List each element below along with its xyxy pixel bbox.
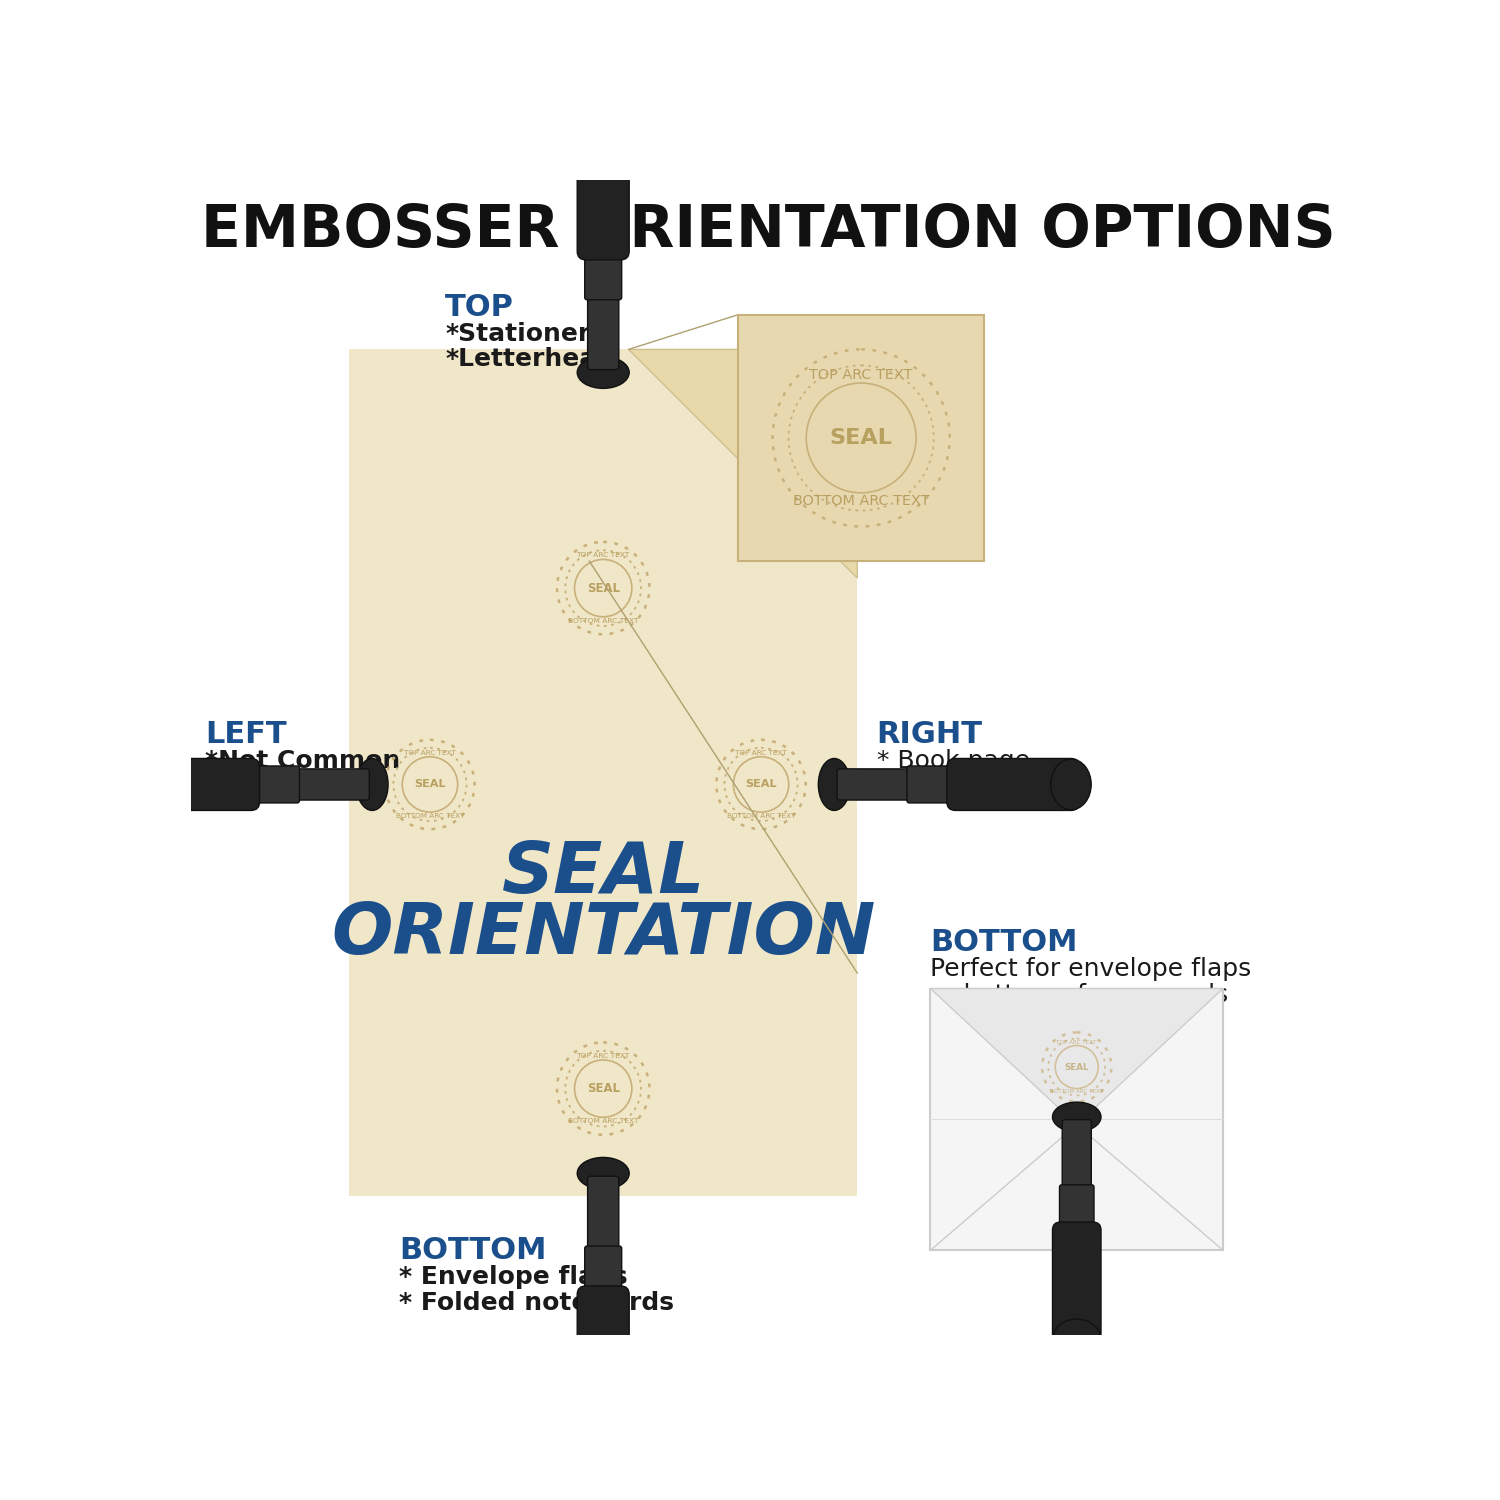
Text: TOP ARC TEXT: TOP ARC TEXT <box>576 552 630 558</box>
FancyBboxPatch shape <box>585 1246 621 1298</box>
FancyBboxPatch shape <box>946 759 1080 810</box>
Text: * Envelope flaps: * Envelope flaps <box>399 1266 628 1290</box>
Bar <box>350 350 858 1197</box>
FancyBboxPatch shape <box>1059 1185 1094 1233</box>
Polygon shape <box>628 350 858 578</box>
Ellipse shape <box>578 1390 628 1431</box>
Ellipse shape <box>819 759 850 810</box>
Ellipse shape <box>578 1158 628 1190</box>
Text: SEAL: SEAL <box>501 839 705 908</box>
Text: SEAL: SEAL <box>1065 1062 1089 1071</box>
FancyBboxPatch shape <box>578 1286 628 1419</box>
Ellipse shape <box>1053 1102 1101 1132</box>
Text: * Book page: * Book page <box>876 750 1029 774</box>
Text: TOP ARC TEXT: TOP ARC TEXT <box>810 368 913 382</box>
Text: or bottom of page seals: or bottom of page seals <box>930 982 1228 1006</box>
Ellipse shape <box>578 116 628 156</box>
Text: TOP ARC TEXT: TOP ARC TEXT <box>735 750 788 756</box>
Text: TOP ARC TEXT: TOP ARC TEXT <box>404 750 456 756</box>
FancyBboxPatch shape <box>249 766 300 802</box>
FancyBboxPatch shape <box>585 249 621 300</box>
Text: *Letterhead: *Letterhead <box>446 346 615 370</box>
Text: SEAL: SEAL <box>414 780 446 789</box>
FancyBboxPatch shape <box>908 766 958 802</box>
Text: BOTTOM ARC TEXT: BOTTOM ARC TEXT <box>728 813 795 819</box>
Bar <box>738 315 984 561</box>
Text: SEAL: SEAL <box>746 780 777 789</box>
Text: SEAL: SEAL <box>586 582 620 594</box>
Text: BOTTOM ARC TEXT: BOTTOM ARC TEXT <box>794 494 930 508</box>
Ellipse shape <box>1052 759 1090 810</box>
Ellipse shape <box>1053 1318 1101 1358</box>
Polygon shape <box>930 988 1222 1125</box>
Text: RIGHT: RIGHT <box>876 720 983 748</box>
FancyBboxPatch shape <box>1062 1119 1092 1190</box>
Text: Perfect for envelope flaps: Perfect for envelope flaps <box>930 957 1251 981</box>
Text: SEAL: SEAL <box>830 427 892 448</box>
Text: BOTTOM ARC TEXT: BOTTOM ARC TEXT <box>1050 1089 1104 1094</box>
Text: LEFT: LEFT <box>206 720 286 748</box>
Text: BOTTOM ARC TEXT: BOTTOM ARC TEXT <box>396 813 464 819</box>
Text: BOTTOM: BOTTOM <box>399 1236 546 1264</box>
FancyBboxPatch shape <box>1053 1222 1101 1346</box>
Text: *Not Common: *Not Common <box>206 750 400 774</box>
Text: TOP ARC TEXT: TOP ARC TEXT <box>1056 1040 1096 1046</box>
Ellipse shape <box>578 357 628 388</box>
FancyBboxPatch shape <box>588 294 620 369</box>
Bar <box>930 988 1222 1251</box>
Ellipse shape <box>357 759 388 810</box>
FancyBboxPatch shape <box>837 770 912 800</box>
Text: * Folded note cards: * Folded note cards <box>399 1290 674 1314</box>
Text: BOTTOM ARC TEXT: BOTTOM ARC TEXT <box>568 618 639 624</box>
Text: BOTTOM: BOTTOM <box>930 928 1078 957</box>
Text: *Stationery: *Stationery <box>446 322 608 346</box>
Text: ORIENTATION: ORIENTATION <box>332 900 876 969</box>
FancyBboxPatch shape <box>128 759 260 810</box>
Ellipse shape <box>116 759 156 810</box>
Text: BOTTOM ARC TEXT: BOTTOM ARC TEXT <box>568 1119 639 1125</box>
Text: TOP ARC TEXT: TOP ARC TEXT <box>576 1053 630 1059</box>
FancyBboxPatch shape <box>578 128 628 260</box>
Text: TOP: TOP <box>446 292 514 321</box>
Text: SEAL: SEAL <box>586 1082 620 1095</box>
FancyBboxPatch shape <box>588 1176 620 1251</box>
Text: EMBOSSER ORIENTATION OPTIONS: EMBOSSER ORIENTATION OPTIONS <box>201 201 1336 258</box>
FancyBboxPatch shape <box>294 770 369 800</box>
